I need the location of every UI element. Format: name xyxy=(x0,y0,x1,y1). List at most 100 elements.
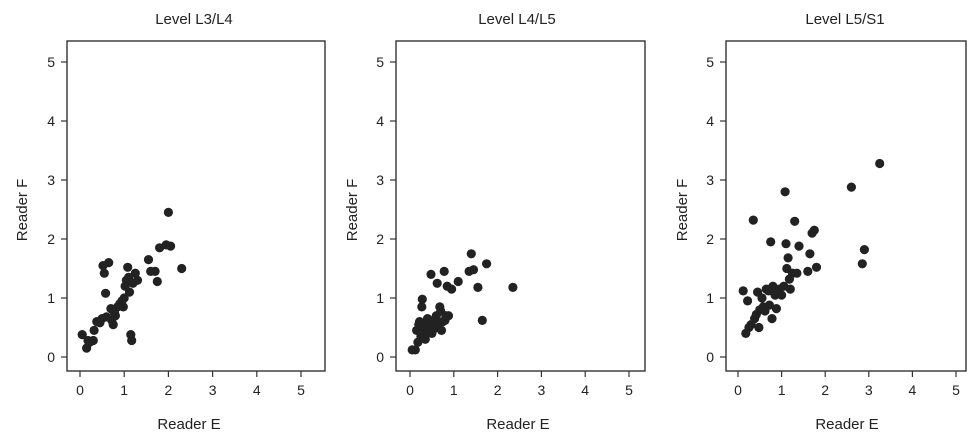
x-tick-label: 4 xyxy=(909,382,917,398)
data-point xyxy=(447,284,457,294)
x-axis-label: Reader E xyxy=(157,416,220,433)
y-tick-label: 1 xyxy=(47,290,55,306)
data-point xyxy=(132,275,143,285)
y-axis: 0 1 2 3 4 5 xyxy=(376,54,396,365)
data-point xyxy=(754,322,764,333)
data-point xyxy=(771,304,782,314)
y-tick-label: 5 xyxy=(706,54,714,70)
x-axis-label: Reader E xyxy=(815,416,878,433)
data-point xyxy=(130,268,140,278)
panel-level-l3-l4: Level L3/L4 0 1 2 3 4 5 0 1 2 3 4 5 Reader E Reade… xyxy=(14,11,326,433)
data-point xyxy=(77,330,87,340)
data-point xyxy=(790,216,800,226)
x-tick-label: 1 xyxy=(120,382,128,398)
panel-level-l4-l5: Level L4/L5 0 1 2 3 4 5 0 1 2 3 4 5 Reader E Reade… xyxy=(344,11,646,433)
x-tick-label: 3 xyxy=(865,382,873,398)
y-tick-label: 5 xyxy=(376,54,384,70)
x-tick-label: 2 xyxy=(165,382,173,398)
data-point xyxy=(108,320,118,330)
x-tick-label: 4 xyxy=(581,382,589,398)
x-tick-label: 2 xyxy=(821,382,829,398)
data-point xyxy=(443,311,454,321)
data-point xyxy=(152,276,162,287)
x-tick-label: 0 xyxy=(76,382,84,398)
data-point xyxy=(110,311,120,321)
x-tick-label: 2 xyxy=(494,382,502,398)
data-point xyxy=(743,296,753,306)
data-point xyxy=(875,158,885,169)
data-point xyxy=(166,241,176,251)
x-tick-label: 3 xyxy=(538,382,546,398)
y-axis: 0 1 2 3 4 5 xyxy=(706,54,726,365)
data-point xyxy=(426,269,436,279)
data-point xyxy=(101,288,111,298)
data-point xyxy=(473,282,483,292)
y-tick-label: 2 xyxy=(376,231,384,247)
data-point xyxy=(781,239,791,249)
data-point xyxy=(127,335,137,346)
x-tick-label: 4 xyxy=(253,382,261,398)
data-point xyxy=(104,258,114,268)
y-tick-label: 4 xyxy=(47,113,55,129)
panel-title: Level L3/L4 xyxy=(155,11,233,28)
data-point xyxy=(99,268,109,278)
data-point xyxy=(748,215,758,225)
data-point xyxy=(766,237,776,247)
y-axis-label: Reader F xyxy=(674,179,691,242)
y-axis-label: Reader F xyxy=(344,179,361,242)
data-point xyxy=(785,284,795,294)
data-point xyxy=(857,259,867,269)
data-point xyxy=(466,249,476,259)
y-axis: 0 1 2 3 4 5 xyxy=(47,54,67,365)
data-point xyxy=(777,290,787,300)
data-point xyxy=(177,263,187,274)
data-point xyxy=(123,262,133,272)
data-point xyxy=(780,187,790,197)
data-point xyxy=(118,302,128,312)
data-point xyxy=(767,314,777,324)
y-tick-label: 0 xyxy=(706,349,714,365)
data-points xyxy=(77,207,187,353)
y-tick-label: 4 xyxy=(376,113,384,129)
y-axis-label: Reader F xyxy=(14,179,31,242)
x-axis-label: Reader E xyxy=(486,416,549,433)
plot-frame xyxy=(66,40,326,372)
data-point xyxy=(738,286,748,296)
data-point xyxy=(859,245,870,255)
data-point xyxy=(417,294,427,304)
data-point xyxy=(432,278,442,288)
plot-frame xyxy=(395,40,646,372)
y-tick-label: 2 xyxy=(47,231,55,247)
y-tick-label: 3 xyxy=(376,172,384,188)
data-point xyxy=(794,241,804,251)
data-point xyxy=(805,249,815,259)
data-point xyxy=(508,282,518,292)
x-tick-label: 5 xyxy=(297,382,305,398)
x-axis: 0 1 2 3 4 5 xyxy=(734,371,960,398)
y-tick-label: 2 xyxy=(706,231,714,247)
y-tick-label: 4 xyxy=(706,113,714,129)
x-tick-label: 0 xyxy=(734,382,742,398)
data-point xyxy=(143,255,154,265)
data-point xyxy=(809,225,819,235)
data-point xyxy=(482,259,492,269)
data-point xyxy=(150,266,160,276)
data-point xyxy=(792,268,802,278)
data-point xyxy=(468,265,479,275)
data-point xyxy=(811,262,822,272)
data-point xyxy=(764,300,775,310)
data-point xyxy=(477,315,487,325)
data-point xyxy=(436,325,447,335)
panel-title: Level L5/S1 xyxy=(805,11,884,28)
x-tick-label: 5 xyxy=(952,382,960,398)
y-tick-label: 5 xyxy=(47,54,55,70)
data-point xyxy=(783,253,793,263)
data-point xyxy=(757,293,767,303)
x-axis: 0 1 2 3 4 5 xyxy=(406,371,633,398)
y-tick-label: 3 xyxy=(47,172,55,188)
y-tick-label: 0 xyxy=(47,349,55,365)
x-tick-label: 1 xyxy=(778,382,786,398)
data-point xyxy=(439,266,449,276)
plot-frame xyxy=(725,40,967,372)
